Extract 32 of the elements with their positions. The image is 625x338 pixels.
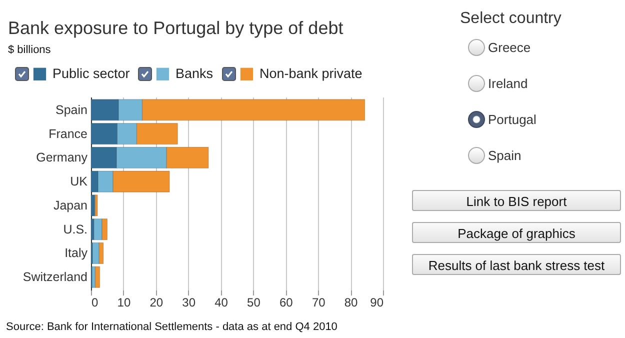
x-tick-label: 10 [117,296,131,310]
x-tick-label: 60 [279,296,294,310]
y-tick-label: Spain [56,102,88,117]
x-tick-label: 20 [150,296,164,310]
x-tick-label: 80 [344,296,358,310]
text: Link to BIS report [412,190,621,211]
x-tick-label: 0 [92,296,98,310]
text: Results of last bank stress test [412,254,621,275]
text: Package of graphics [412,222,621,243]
chart-title: Bank exposure to Portugal by type of debt [8,18,344,38]
y-tick-label: Japan [53,198,88,212]
y-tick-label: Switzerland [22,270,88,284]
source-note: Source: Bank for International Settlements - data as at end Q4 2010 [6,321,338,333]
chart-subtitle: $ billions [8,44,52,56]
text: Select country [460,10,562,28]
x-tick-label: 30 [182,296,196,310]
text: Ireland [488,76,528,91]
legend-label: Non-bank private [260,66,362,82]
x-tick-label: 40 [214,296,228,310]
y-tick-label: Italy [64,246,88,260]
legend-label: Public sector [52,66,130,82]
y-tick-label: France [48,126,88,141]
y-tick-label: U.S. [63,222,88,236]
text: Spain [488,148,522,163]
text: Greece [488,40,531,55]
text: Portugal [488,112,536,127]
x-tick-label: 90 [370,296,384,310]
x-tick-label: 70 [312,296,326,310]
x-tick-label: 50 [247,296,261,310]
legend-label: Banks [176,66,214,82]
y-tick-label: UK [70,174,88,189]
y-tick-label: Germany [36,150,88,165]
